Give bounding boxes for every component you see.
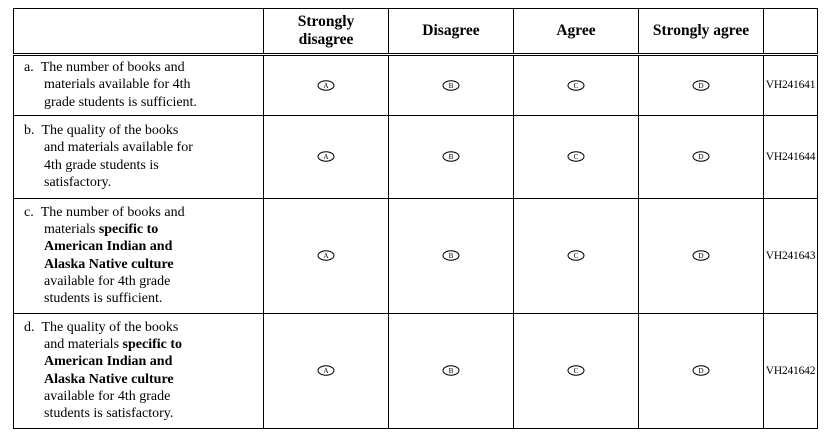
svg-text:A: A: [323, 252, 329, 260]
svg-text:D: D: [698, 82, 703, 90]
svg-text:A: A: [323, 367, 329, 375]
svg-text:C: C: [574, 153, 579, 161]
svg-text:D: D: [698, 252, 703, 260]
svg-text:B: B: [449, 367, 454, 375]
svg-text:A: A: [323, 153, 329, 161]
svg-text:A: A: [323, 82, 329, 90]
svg-text:C: C: [574, 82, 579, 90]
svg-text:D: D: [698, 367, 703, 375]
svg-text:B: B: [449, 82, 454, 90]
svg-text:D: D: [698, 153, 703, 161]
svg-text:C: C: [574, 252, 579, 260]
svg-text:B: B: [449, 153, 454, 161]
svg-text:B: B: [449, 252, 454, 260]
svg-text:C: C: [574, 367, 579, 375]
